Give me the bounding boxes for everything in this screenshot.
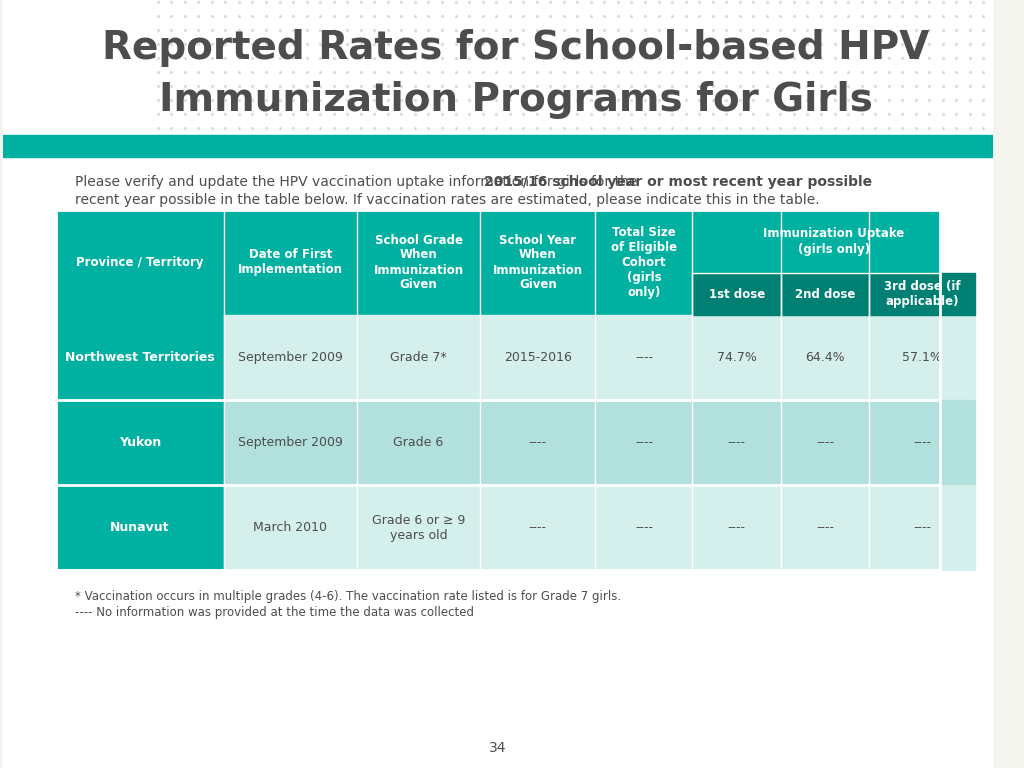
Bar <box>781 315 869 400</box>
Text: ----: ---- <box>528 436 547 449</box>
Text: ----: ---- <box>728 521 745 534</box>
Text: ----: ---- <box>913 521 931 534</box>
Bar <box>3 0 993 145</box>
Text: Grade 6: Grade 6 <box>393 436 443 449</box>
Bar <box>56 400 224 485</box>
Text: September 2009: September 2009 <box>238 436 343 449</box>
Bar <box>869 400 975 485</box>
Text: September 2009: September 2009 <box>238 351 343 364</box>
Bar <box>869 273 975 315</box>
Text: Northwest Territories: Northwest Territories <box>66 351 215 364</box>
Bar <box>3 157 993 768</box>
Bar <box>692 315 781 400</box>
Bar <box>692 400 781 485</box>
Text: 2nd dose: 2nd dose <box>795 287 855 300</box>
Text: 34: 34 <box>489 741 507 755</box>
Text: 3rd dose (if
applicable): 3rd dose (if applicable) <box>884 280 961 308</box>
Text: 2015-2016: 2015-2016 <box>504 351 571 364</box>
Bar <box>781 273 869 315</box>
Text: Grade 6 or ≥ 9
years old: Grade 6 or ≥ 9 years old <box>372 514 465 541</box>
Text: ----: ---- <box>635 521 653 534</box>
Text: Reported Rates for School-based HPV: Reported Rates for School-based HPV <box>101 29 929 67</box>
Text: ----: ---- <box>913 436 931 449</box>
Text: School Year
When
Immunization
Given: School Year When Immunization Given <box>493 233 583 292</box>
Text: Immunization Programs for Girls: Immunization Programs for Girls <box>159 81 872 119</box>
Bar <box>356 485 480 570</box>
Bar <box>692 273 781 315</box>
Bar <box>56 210 940 315</box>
Text: ----: ---- <box>728 436 745 449</box>
Text: ---- No information was provided at the time the data was collected: ---- No information was provided at the … <box>76 606 474 619</box>
Bar <box>595 400 692 485</box>
Text: Yukon: Yukon <box>119 436 161 449</box>
Bar <box>595 485 692 570</box>
Bar <box>869 315 975 400</box>
Bar <box>56 485 224 570</box>
Text: Nunavut: Nunavut <box>111 521 170 534</box>
Bar <box>224 315 356 400</box>
Bar <box>480 485 595 570</box>
Text: Immunization Uptake
(girls only): Immunization Uptake (girls only) <box>763 227 904 256</box>
Bar <box>692 485 781 570</box>
Bar <box>56 210 940 570</box>
Text: ----: ---- <box>816 436 835 449</box>
Bar <box>595 315 692 400</box>
Text: Province / Territory: Province / Territory <box>77 256 204 269</box>
Bar <box>3 135 993 157</box>
Text: ----: ---- <box>635 436 653 449</box>
Text: 2015/16 school year or most recent year possible: 2015/16 school year or most recent year … <box>483 175 872 189</box>
Text: Date of First
Implementation: Date of First Implementation <box>238 249 343 276</box>
Bar <box>781 485 869 570</box>
Text: recent year possible in the table below. If vaccination rates are estimated, ple: recent year possible in the table below.… <box>76 193 820 207</box>
Bar <box>356 400 480 485</box>
Bar <box>224 485 356 570</box>
Bar <box>356 315 480 400</box>
Text: 57.1%: 57.1% <box>902 351 942 364</box>
Bar <box>781 400 869 485</box>
Text: 64.4%: 64.4% <box>805 351 845 364</box>
Text: Please verify and update the HPV vaccination uptake information for girls for th: Please verify and update the HPV vaccina… <box>76 175 642 189</box>
Text: March 2010: March 2010 <box>253 521 328 534</box>
Text: School Grade
When
Immunization
Given: School Grade When Immunization Given <box>374 233 464 292</box>
Text: ----: ---- <box>816 521 835 534</box>
Text: * Vaccination occurs in multiple grades (4-6). The vaccination rate listed is fo: * Vaccination occurs in multiple grades … <box>76 590 622 603</box>
Text: Total Size
of Eligible
Cohort
(girls
only): Total Size of Eligible Cohort (girls onl… <box>611 226 677 299</box>
Bar <box>224 400 356 485</box>
Text: 74.7%: 74.7% <box>717 351 757 364</box>
Text: ----: ---- <box>528 521 547 534</box>
Bar <box>869 485 975 570</box>
Bar <box>480 315 595 400</box>
Bar <box>56 315 224 400</box>
Bar <box>480 400 595 485</box>
Text: Grade 7*: Grade 7* <box>390 351 446 364</box>
Text: ----: ---- <box>635 351 653 364</box>
Text: 1st dose: 1st dose <box>709 287 765 300</box>
